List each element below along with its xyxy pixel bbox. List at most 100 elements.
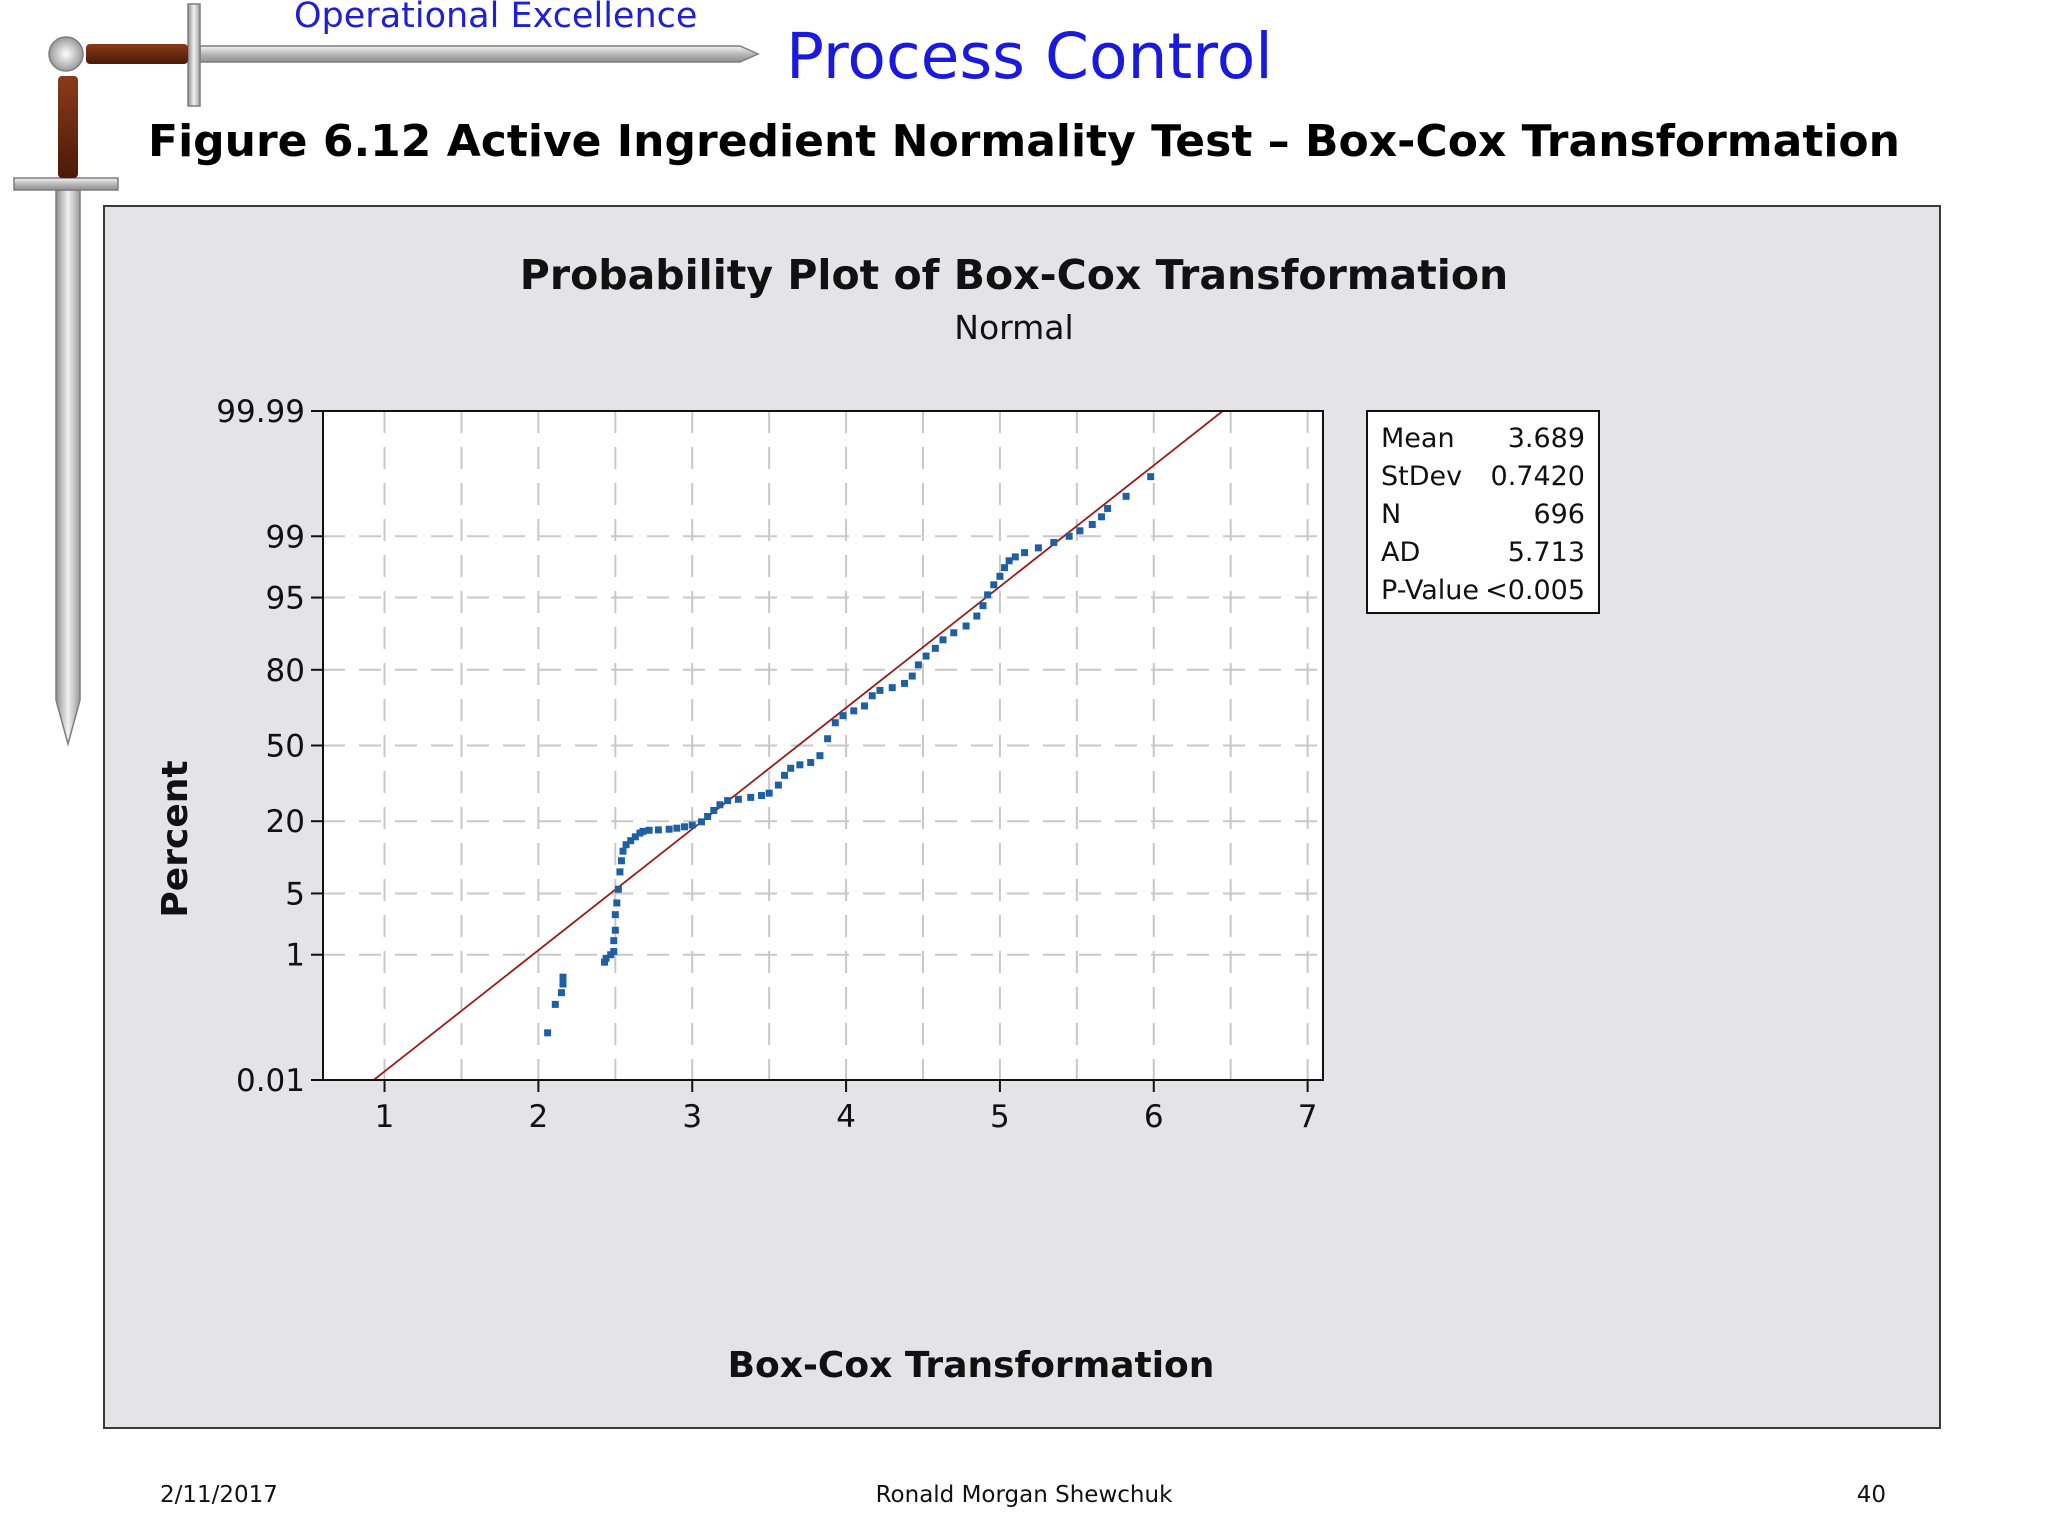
data-point <box>839 712 847 720</box>
data-point <box>688 821 696 829</box>
data-point <box>973 612 981 620</box>
x-tick-label: 5 <box>990 1099 1010 1135</box>
data-point <box>611 926 619 934</box>
data-point <box>716 801 724 809</box>
x-tick-label: 4 <box>836 1099 856 1135</box>
data-point <box>781 771 789 779</box>
y-tick-label: 50 <box>266 729 305 765</box>
data-point <box>1104 504 1112 512</box>
data-point <box>931 644 939 652</box>
data-point <box>622 841 630 849</box>
data-point <box>908 672 916 680</box>
y-tick-label: 80 <box>266 653 305 689</box>
stats-label: AD <box>1381 537 1420 568</box>
x-tick-label: 1 <box>375 1099 395 1135</box>
stats-label: StDev <box>1381 461 1462 492</box>
data-point <box>601 958 609 966</box>
data-point <box>796 761 804 769</box>
x-axis-ticks: 1 2 3 4 5 6 7 <box>375 1080 1317 1135</box>
stats-label: N <box>1381 499 1401 530</box>
y-axis-label: Percent <box>155 760 196 917</box>
stats-value: 696 <box>1533 499 1585 530</box>
y-tick-label: 1 <box>285 938 305 974</box>
data-point <box>1034 544 1042 552</box>
data-point <box>551 1000 559 1008</box>
data-point <box>888 684 896 692</box>
data-point <box>614 885 622 893</box>
data-point <box>850 707 858 715</box>
brand-label: Operational Excellence <box>294 0 698 36</box>
data-point <box>765 789 773 797</box>
data-point <box>673 824 681 832</box>
data-point <box>868 692 876 700</box>
slide-title: Process Control <box>786 20 1273 93</box>
y-tick-label: 20 <box>266 804 305 840</box>
data-point <box>704 812 712 820</box>
data-point <box>710 806 718 814</box>
data-point <box>544 1029 552 1037</box>
data-point <box>1001 564 1009 572</box>
data-point <box>616 868 624 876</box>
y-axis-ticks: 0.01 1 5 20 50 80 95 99 99.99 <box>216 394 323 1099</box>
chart-subtitle: Normal <box>954 308 1073 347</box>
data-point <box>611 911 619 919</box>
data-point <box>619 847 627 855</box>
x-tick-label: 3 <box>682 1099 702 1135</box>
data-point <box>617 857 625 865</box>
data-point <box>1065 532 1073 540</box>
probability-plot: Probability Plot of Box-Cox Transformati… <box>155 251 1600 1386</box>
data-point <box>1076 527 1084 535</box>
fit-line <box>373 410 1224 1081</box>
data-point <box>1021 549 1029 557</box>
data-point <box>787 764 795 772</box>
data-point <box>747 793 755 801</box>
y-tick-label: 95 <box>266 581 305 617</box>
data-point <box>824 735 832 743</box>
data-point <box>950 629 958 637</box>
data-point <box>734 795 742 803</box>
data-point <box>876 686 884 694</box>
y-tick-label: 0.01 <box>236 1063 305 1099</box>
data-point <box>914 661 922 669</box>
data-point <box>1088 520 1096 528</box>
x-tick-label: 6 <box>1144 1099 1164 1135</box>
data-point <box>1097 513 1105 521</box>
data-point <box>724 797 732 805</box>
data-point <box>1005 557 1013 565</box>
data-point <box>922 652 930 660</box>
data-point <box>1122 492 1130 500</box>
stats-value: 0.7420 <box>1491 461 1585 492</box>
data-point <box>984 591 992 599</box>
data-point <box>665 825 673 833</box>
y-tick-label: 5 <box>285 876 305 912</box>
data-point <box>559 980 567 988</box>
data-point <box>681 823 689 831</box>
data-point <box>757 792 765 800</box>
stats-box-frame <box>1366 410 1600 614</box>
footer-page-number: 40 <box>1856 1482 1886 1508</box>
grid-lines <box>323 411 1323 1080</box>
figure-caption: Figure 6.12 Active Ingredient Normality … <box>148 116 1900 167</box>
data-point <box>939 636 947 644</box>
data-point <box>559 973 567 981</box>
data-point <box>901 679 909 687</box>
stats-value: 5.713 <box>1508 537 1585 568</box>
data-point <box>861 702 869 710</box>
data-point <box>697 818 705 826</box>
data-point <box>610 948 618 956</box>
footer-author: Ronald Morgan Shewchuk <box>875 1482 1173 1508</box>
stats-value: 3.689 <box>1508 423 1585 454</box>
data-point <box>996 572 1004 580</box>
data-point <box>557 989 565 997</box>
data-point <box>1011 553 1019 561</box>
data-point <box>645 826 653 834</box>
data-point <box>979 602 987 610</box>
data-point <box>602 954 610 962</box>
data-point <box>631 833 639 841</box>
y-tick-label: 99.99 <box>216 394 305 430</box>
y-tick-label: 99 <box>266 519 305 555</box>
sword-logo-icon <box>13 3 760 747</box>
data-point <box>654 826 662 834</box>
data-point <box>962 622 970 630</box>
stats-label: Mean <box>1381 423 1455 454</box>
